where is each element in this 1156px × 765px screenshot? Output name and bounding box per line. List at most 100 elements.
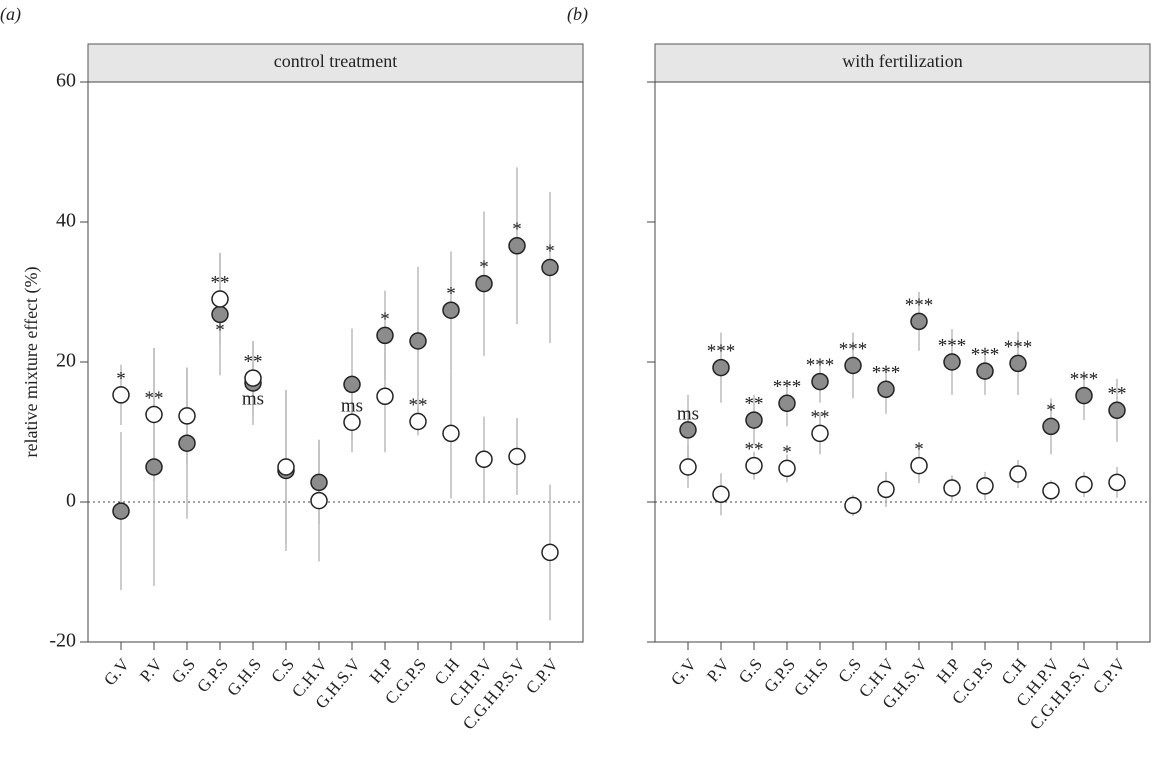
point <box>541 543 559 562</box>
significance-label: ** <box>811 407 830 428</box>
point <box>178 407 196 425</box>
point <box>178 434 196 452</box>
point <box>745 411 763 429</box>
point <box>1075 475 1093 494</box>
strip-title: with fertilization <box>842 51 962 71</box>
point <box>475 274 493 293</box>
significance-label: * <box>116 368 126 389</box>
y-tick-label: 0 <box>66 490 76 512</box>
significance-label: ** <box>745 439 764 460</box>
significance-label: *** <box>806 355 835 376</box>
x-tick-label: P.V <box>136 654 167 685</box>
point <box>442 424 460 443</box>
significance-label: *** <box>839 339 868 360</box>
significance-label: * <box>479 257 489 278</box>
significance-label: *** <box>707 341 736 362</box>
point <box>712 485 730 504</box>
y-tick-label: -20 <box>49 630 76 652</box>
point <box>811 424 829 443</box>
point <box>376 326 394 345</box>
point <box>112 386 130 404</box>
x-tick-label: G.V <box>667 654 701 689</box>
strip <box>87 43 584 83</box>
point <box>679 421 697 439</box>
significance-label: *** <box>1070 369 1099 390</box>
significance-label: * <box>512 219 522 240</box>
significance-label: ** <box>211 272 230 293</box>
x-tick-label: G.H.S <box>223 655 265 700</box>
x-tick-label: G.V <box>100 654 134 689</box>
point <box>409 412 427 431</box>
point <box>244 369 262 387</box>
point <box>1108 473 1126 492</box>
significance-label: * <box>215 320 225 341</box>
significance-label: ms <box>341 396 363 417</box>
point <box>310 473 328 492</box>
significance-label: *** <box>773 377 802 398</box>
point <box>976 362 994 380</box>
significance-label: ** <box>409 395 428 416</box>
point <box>409 332 427 350</box>
significance-label: * <box>380 309 390 330</box>
point <box>343 375 361 394</box>
x-tick-label: C.P.V <box>1089 654 1130 697</box>
point <box>1108 401 1126 420</box>
point <box>508 447 526 466</box>
point <box>343 413 361 431</box>
point <box>877 480 895 499</box>
x-tick-label: G.H.S <box>790 655 832 700</box>
strip-title: control treatment <box>274 51 397 71</box>
point <box>811 372 829 391</box>
point <box>1075 386 1093 405</box>
significance-label: ms <box>242 388 264 409</box>
point <box>910 312 928 331</box>
x-tick-label: P.V <box>703 654 734 685</box>
significance-label: ms <box>677 403 699 424</box>
point <box>475 450 493 469</box>
point <box>976 477 994 495</box>
significance-label: ** <box>244 351 263 372</box>
panel-label: (b) <box>567 4 588 25</box>
significance-label: *** <box>971 344 1000 365</box>
point <box>910 456 928 475</box>
point <box>943 479 961 497</box>
significance-label: ** <box>1108 384 1127 405</box>
significance-label: * <box>446 284 456 305</box>
point <box>712 358 730 377</box>
point <box>844 356 862 375</box>
significance-label: ** <box>145 388 164 409</box>
point <box>1009 465 1027 483</box>
point <box>844 496 862 515</box>
y-tick-label: 60 <box>56 70 76 92</box>
point <box>112 502 130 520</box>
significance-label: *** <box>1004 337 1033 358</box>
point <box>277 458 295 476</box>
point <box>1042 482 1060 500</box>
point <box>211 290 229 308</box>
point <box>541 258 559 277</box>
y-tick-label: 20 <box>56 350 76 372</box>
plot-frame <box>87 81 584 643</box>
x-tick-label: C.P.V <box>522 654 563 697</box>
point <box>508 237 526 255</box>
point <box>1042 417 1060 436</box>
significance-label: *** <box>872 363 901 384</box>
point <box>778 459 796 478</box>
significance-label: * <box>914 439 924 460</box>
point <box>943 353 961 371</box>
panel-label: (a) <box>0 4 21 25</box>
point <box>310 491 328 510</box>
point <box>877 380 895 399</box>
point <box>145 458 163 476</box>
y-tick-label: 40 <box>56 210 76 232</box>
significance-label: *** <box>905 295 934 316</box>
point <box>679 458 697 476</box>
significance-label: * <box>1046 400 1056 421</box>
significance-label: ** <box>745 393 764 414</box>
point <box>442 301 460 319</box>
point <box>376 387 394 406</box>
significance-label: * <box>782 442 792 463</box>
point <box>145 405 163 424</box>
y-axis-label: relative mixture effect (%) <box>21 266 42 457</box>
